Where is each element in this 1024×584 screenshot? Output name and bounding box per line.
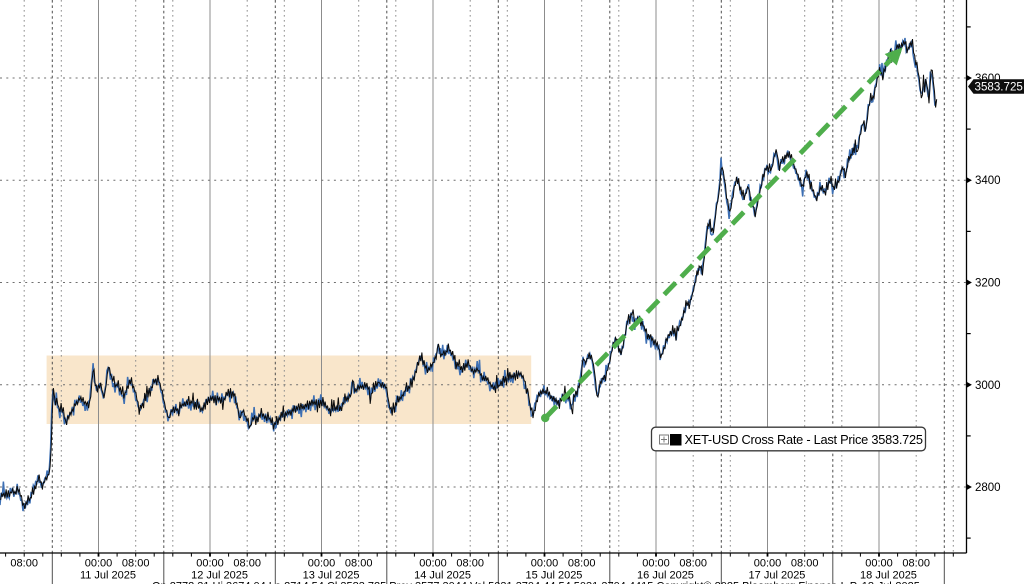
svg-text:2800: 2800	[975, 482, 1001, 494]
svg-text:16 Jul 2025: 16 Jul 2025	[637, 570, 694, 582]
svg-text:08:00: 08:00	[568, 558, 596, 570]
svg-text:08:00: 08:00	[10, 558, 38, 570]
svg-text:13 Jul 2025: 13 Jul 2025	[303, 570, 360, 582]
svg-text:00:00: 00:00	[865, 558, 893, 570]
svg-text:12 Jul 2025: 12 Jul 2025	[191, 570, 248, 582]
svg-text:3583.725: 3583.725	[975, 81, 1023, 94]
svg-text:3400: 3400	[975, 175, 1001, 187]
svg-text:15 Jul 2025: 15 Jul 2025	[526, 570, 583, 582]
svg-text:08:00: 08:00	[122, 558, 150, 570]
svg-text:08:00: 08:00	[791, 558, 819, 570]
svg-text:00:00: 00:00	[308, 558, 336, 570]
svg-text:08:00: 08:00	[679, 558, 707, 570]
svg-text:08:00: 08:00	[456, 558, 484, 570]
svg-text:14 Jul 2025: 14 Jul 2025	[414, 570, 471, 582]
svg-text:11 Jul 2025: 11 Jul 2025	[80, 570, 136, 582]
svg-text:00:00: 00:00	[196, 558, 224, 570]
svg-text:XET-USD Cross Rate - Last Pric: XET-USD Cross Rate - Last Price 3583.725	[685, 432, 923, 447]
svg-text:3000: 3000	[975, 380, 1001, 392]
svg-text:00:00: 00:00	[754, 558, 782, 570]
svg-text:08:00: 08:00	[233, 558, 261, 570]
svg-text:17 Jul 2025: 17 Jul 2025	[749, 570, 806, 582]
svg-text:00:00: 00:00	[85, 558, 113, 570]
svg-text:00:00: 00:00	[531, 558, 559, 570]
svg-text:08:00: 08:00	[902, 558, 930, 570]
svg-text:00:00: 00:00	[642, 558, 670, 570]
svg-text:3200: 3200	[975, 278, 1001, 290]
svg-text:00:00: 00:00	[419, 558, 447, 570]
svg-text:18 Jul 2025: 18 Jul 2025	[860, 570, 917, 582]
svg-text:08:00: 08:00	[345, 558, 373, 570]
svg-text:Op 2772.31 Hi 3674.04 Lo 271: Op 2772.31 Hi 3674.04 Lo 2714.54 Cl 3583…	[152, 581, 920, 584]
